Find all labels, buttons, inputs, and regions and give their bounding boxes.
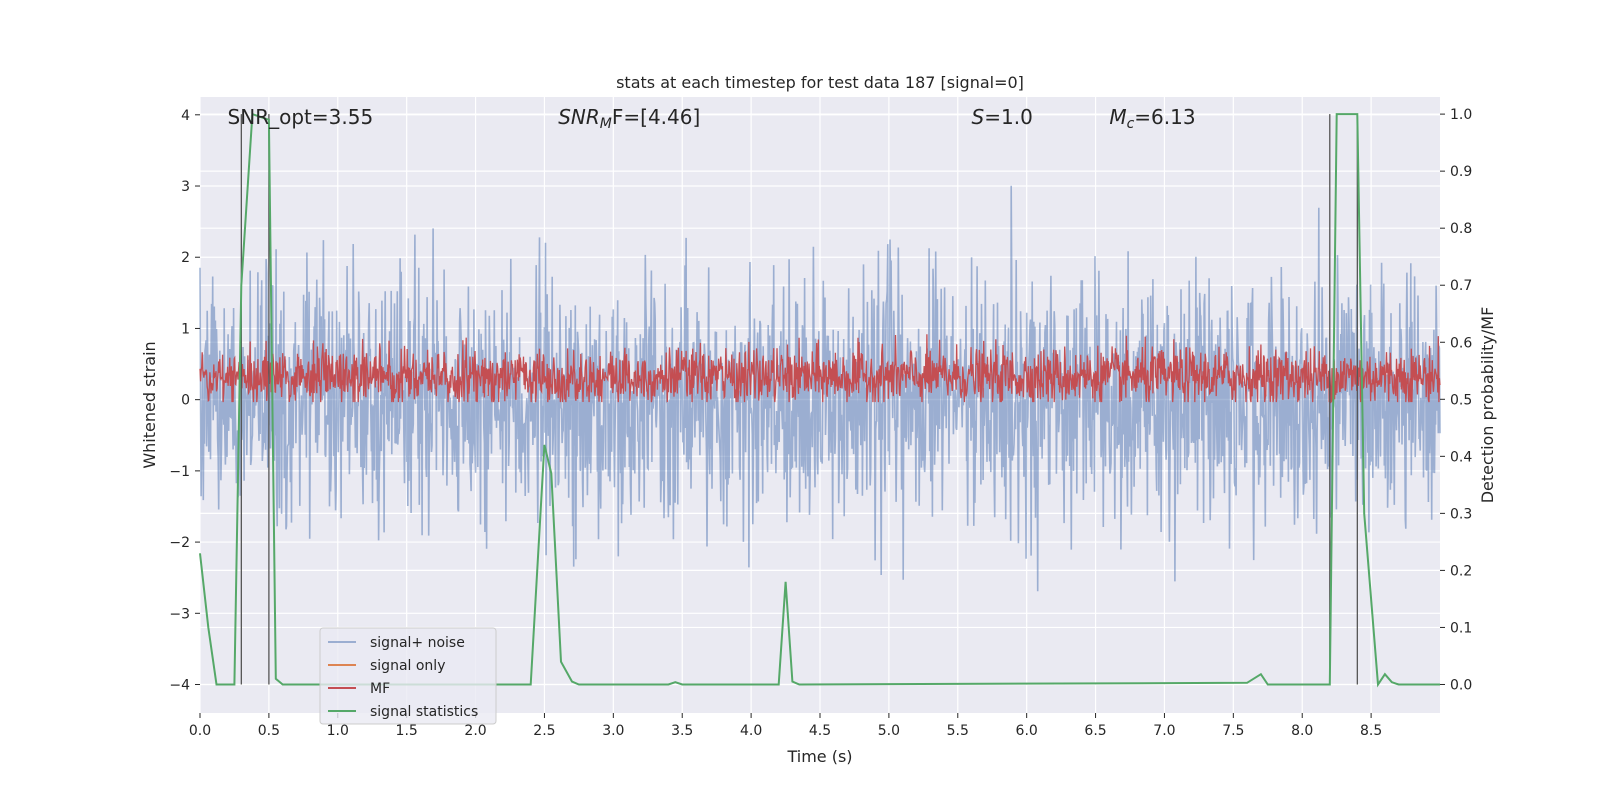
annotation-snr-mf: SNRMF=[4.46] xyxy=(558,105,700,132)
yl-tick-label-1: 3 xyxy=(181,179,190,195)
x-tick-label-4: 2.0 xyxy=(464,723,486,739)
vertical-markers xyxy=(240,114,1358,685)
annotation-snr-opt: SNR_opt=3.55 xyxy=(228,105,374,129)
legend-label-signal-only: signal only xyxy=(370,658,445,674)
x-tick-label-10: 5.0 xyxy=(878,723,900,739)
y-right-axis-label: Detection probability/MF xyxy=(1478,307,1497,504)
x-tick-label-7: 3.5 xyxy=(671,723,693,739)
x-axis-label: Time (s) xyxy=(786,747,852,766)
signal-statistics-line xyxy=(199,112,1440,688)
x-tick-label-3: 1.5 xyxy=(396,723,418,739)
x-tick-label-11: 5.5 xyxy=(947,723,969,739)
yl-tick-label-5: −1 xyxy=(169,464,190,480)
yr-tick-label-8: 0.2 xyxy=(1450,563,1472,579)
signal-statistics-series xyxy=(199,112,1440,688)
x-tick-label-9: 4.5 xyxy=(809,723,831,739)
x-tick-label-8: 4.0 xyxy=(740,723,762,739)
x-tick-label-15: 7.5 xyxy=(1222,723,1244,739)
yl-tick-label-3: 1 xyxy=(181,321,190,337)
yl-tick-label-6: −2 xyxy=(169,535,190,551)
yr-tick-label-2: 0.8 xyxy=(1450,221,1472,237)
annotation-s: S=1.0 xyxy=(972,105,1033,129)
mf-line xyxy=(199,334,1441,404)
x-tick-label-12: 6.0 xyxy=(1016,723,1038,739)
x-tick-label-17: 8.5 xyxy=(1360,723,1382,739)
annotation-mc: Mc=6.13 xyxy=(1109,105,1195,132)
x-tick-label-0: 0.0 xyxy=(189,723,211,739)
y-left-axis-ticks: 4 3 2 1 0 −1 −2 −3 −4 xyxy=(169,108,200,694)
mf-series xyxy=(199,334,1441,404)
yl-tick-label-7: −3 xyxy=(169,606,190,622)
y-right-axis-ticks: 1.0 0.9 0.8 0.7 0.6 0.5 0.4 0.3 0.2 0.1 0.0 xyxy=(1440,107,1472,693)
yr-tick-label-3: 0.7 xyxy=(1450,278,1472,294)
yl-tick-label-2: 2 xyxy=(181,250,190,266)
legend-label-signal-statistics: signal statistics xyxy=(370,704,478,720)
yl-tick-label-4: 0 xyxy=(181,393,190,409)
x-tick-label-6: 3.0 xyxy=(602,723,624,739)
x-tick-label-16: 8.0 xyxy=(1291,723,1313,739)
yl-tick-label-0: 4 xyxy=(181,108,190,124)
x-tick-label-1: 0.5 xyxy=(258,723,280,739)
yr-tick-label-9: 0.1 xyxy=(1450,620,1472,636)
yr-tick-label-6: 0.4 xyxy=(1450,449,1472,465)
x-tick-label-14: 7.0 xyxy=(1153,723,1175,739)
yr-tick-label-5: 0.5 xyxy=(1450,392,1472,408)
yr-tick-label-4: 0.6 xyxy=(1450,335,1472,351)
yr-tick-label-10: 0.0 xyxy=(1450,677,1472,693)
x-axis-ticks: 0.0 0.5 1.0 1.5 2.0 2.5 3.0 3.5 4.0 4.5 5.0 5.5 6.0 6… xyxy=(189,713,1382,739)
x-tick-label-13: 6.5 xyxy=(1084,723,1106,739)
yr-tick-label-1: 0.9 xyxy=(1450,164,1472,180)
legend-label-mf: MF xyxy=(370,681,390,697)
x-tick-label-5: 2.5 xyxy=(533,723,555,739)
yr-tick-label-0: 1.0 xyxy=(1450,107,1472,123)
legend-box xyxy=(319,627,497,725)
chart-title: stats at each timestep for test data 187… xyxy=(616,73,1024,92)
legend: signal+ noise signal only MF signal stat… xyxy=(319,627,497,725)
x-tick-label-2: 1.0 xyxy=(327,723,349,739)
yr-tick-label-7: 0.3 xyxy=(1450,506,1472,522)
legend-label-signal-noise: signal+ noise xyxy=(370,635,465,651)
yl-tick-label-8: −4 xyxy=(169,678,190,694)
y-left-axis-label: Whitened strain xyxy=(140,341,159,468)
